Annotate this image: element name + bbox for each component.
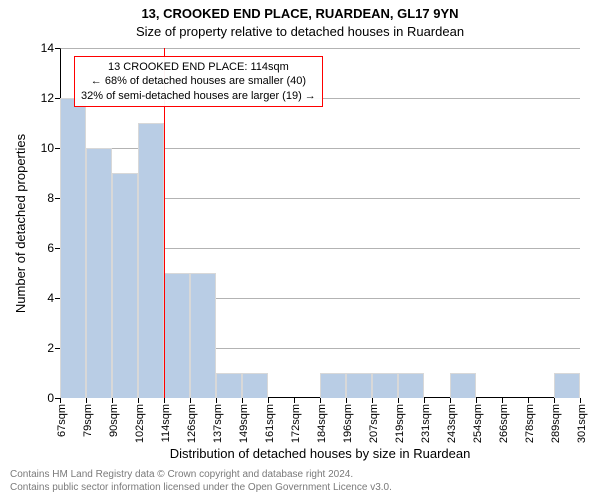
x-tick-label: 196sqm	[342, 398, 354, 443]
histogram-bar	[138, 123, 164, 398]
x-tick-label: 67sqm	[56, 398, 68, 437]
histogram-bar	[190, 273, 216, 398]
histogram-bar	[320, 373, 346, 398]
histogram-bar	[60, 98, 86, 398]
x-tick-label: 149sqm	[238, 398, 250, 443]
annotation-line: 32% of semi-detached houses are larger (…	[81, 89, 316, 103]
x-tick-label: 126sqm	[186, 398, 198, 443]
histogram-bar	[86, 148, 112, 398]
x-tick-label: 289sqm	[550, 398, 562, 443]
y-tick-label: 10	[41, 141, 54, 155]
y-axis-label: Number of detached properties	[12, 48, 30, 398]
gridline	[60, 48, 580, 49]
chart-container: 13, CROOKED END PLACE, RUARDEAN, GL17 9Y…	[0, 0, 600, 500]
annotation-line: ← 68% of detached houses are smaller (40…	[81, 74, 316, 88]
footer-note: Contains HM Land Registry data © Crown c…	[10, 469, 392, 494]
histogram-bar	[164, 273, 190, 398]
y-tick-label: 8	[47, 191, 54, 205]
y-tick-mark	[55, 48, 60, 49]
x-tick-label: 219sqm	[394, 398, 406, 443]
histogram-bar	[554, 373, 580, 398]
x-tick-label: 207sqm	[368, 398, 380, 443]
x-tick-label: 243sqm	[446, 398, 458, 443]
x-tick-label: 184sqm	[316, 398, 328, 443]
y-tick-label: 2	[47, 341, 54, 355]
plot-area: 0246810121467sqm79sqm90sqm102sqm114sqm12…	[60, 48, 580, 398]
x-tick-label: 266sqm	[498, 398, 510, 443]
x-axis-label: Distribution of detached houses by size …	[60, 446, 580, 461]
histogram-bar	[398, 373, 424, 398]
x-tick-label: 90sqm	[108, 398, 120, 437]
x-tick-label: 278sqm	[524, 398, 536, 443]
footer-line-1: Contains HM Land Registry data © Crown c…	[10, 469, 392, 482]
chart-title-sub: Size of property relative to detached ho…	[0, 24, 600, 39]
x-tick-label: 161sqm	[264, 398, 276, 443]
annotation-box: 13 CROOKED END PLACE: 114sqm← 68% of det…	[74, 56, 323, 107]
histogram-bar	[346, 373, 372, 398]
x-tick-label: 114sqm	[160, 398, 172, 442]
histogram-bar	[372, 373, 398, 398]
y-tick-label: 12	[41, 91, 54, 105]
histogram-bar	[112, 173, 138, 398]
y-tick-label: 4	[47, 291, 54, 305]
histogram-bar	[242, 373, 268, 398]
x-tick-label: 79sqm	[82, 398, 94, 437]
histogram-bar	[450, 373, 476, 398]
x-tick-label: 301sqm	[576, 398, 588, 443]
x-tick-label: 172sqm	[290, 398, 302, 443]
chart-title-main: 13, CROOKED END PLACE, RUARDEAN, GL17 9Y…	[0, 6, 600, 21]
x-tick-label: 231sqm	[420, 398, 432, 443]
x-tick-label: 137sqm	[212, 398, 224, 443]
y-tick-label: 14	[41, 41, 54, 55]
histogram-bar	[216, 373, 242, 398]
x-tick-label: 254sqm	[472, 398, 484, 443]
footer-line-2: Contains public sector information licen…	[10, 482, 392, 495]
annotation-line: 13 CROOKED END PLACE: 114sqm	[81, 60, 316, 74]
y-tick-label: 0	[47, 391, 54, 405]
y-tick-label: 6	[47, 241, 54, 255]
x-tick-label: 102sqm	[134, 398, 146, 443]
